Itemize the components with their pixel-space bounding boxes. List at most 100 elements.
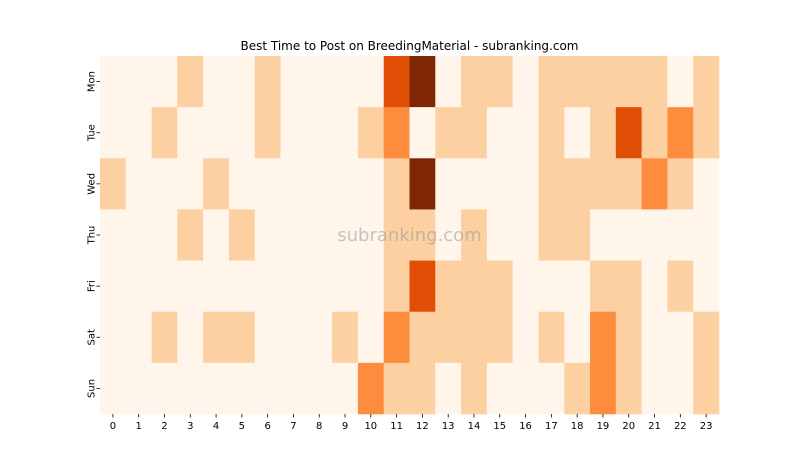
heatmap-cell-fri-15 — [486, 260, 513, 313]
x-tick-label: 10 — [364, 421, 377, 432]
heatmap-cell-wed-10 — [357, 158, 385, 210]
heatmap-cell-tue-14 — [461, 107, 488, 159]
heatmap-cell-thu-17 — [538, 209, 565, 261]
heatmap-cell-tue-1 — [125, 107, 152, 159]
x-tick-label: 1 — [136, 421, 142, 432]
x-tick-label: 7 — [290, 421, 296, 432]
heatmap-cell-sat-22 — [667, 311, 694, 364]
heatmap-cell-sun-0 — [100, 362, 127, 415]
heatmap-cell-wed-20 — [615, 158, 642, 210]
heatmap-cell-wed-0 — [100, 158, 127, 210]
heatmap-cell-mon-12 — [409, 56, 436, 108]
heatmap-cell-fri-18 — [564, 260, 591, 313]
heatmap-cell-thu-0 — [100, 209, 127, 261]
watermark-text: subranking.com — [337, 225, 481, 246]
chart-title: Best Time to Post on BreedingMaterial - … — [241, 39, 579, 53]
heatmap-cell-mon-5 — [228, 56, 256, 108]
heatmap-cell-tue-23 — [693, 107, 720, 159]
x-tick-label: 9 — [342, 421, 348, 432]
heatmap-cell-sat-12 — [409, 311, 436, 364]
heatmap-cell-wed-4 — [203, 158, 230, 210]
heatmap-cell-fri-19 — [590, 260, 617, 313]
heatmap-cell-fri-20 — [615, 260, 642, 313]
heatmap-cell-thu-23 — [693, 209, 720, 261]
heatmap-cell-fri-8 — [306, 260, 333, 313]
heatmap-cell-mon-1 — [125, 56, 152, 108]
heatmap-cell-wed-19 — [590, 158, 617, 210]
x-tick-label: 0 — [110, 421, 116, 432]
heatmap-cell-wed-1 — [125, 158, 152, 210]
heatmap-cell-sat-23 — [693, 311, 720, 364]
x-tick-label: 20 — [622, 421, 635, 432]
heatmap-cell-sat-21 — [641, 311, 668, 364]
x-tick-label: 18 — [571, 421, 584, 432]
heatmap-cell-tue-4 — [203, 107, 230, 159]
heatmap-cell-sun-20 — [615, 362, 642, 415]
heatmap-cell-mon-21 — [641, 56, 668, 108]
heatmap-cell-thu-3 — [177, 209, 204, 261]
x-tick-label: 19 — [597, 421, 610, 432]
heatmap-cell-sun-22 — [667, 362, 694, 415]
heatmap-cell-tue-7 — [280, 107, 307, 159]
x-tick-label: 8 — [316, 421, 322, 432]
heatmap-cell-fri-10 — [357, 260, 385, 313]
heatmap-cell-sun-3 — [177, 362, 204, 415]
heatmap-cell-sat-1 — [125, 311, 152, 364]
x-tick-label: 21 — [648, 421, 661, 432]
heatmap-cell-fri-11 — [383, 260, 410, 313]
heatmap-cell-sun-21 — [641, 362, 668, 415]
heatmap-cell-sun-13 — [435, 362, 462, 415]
heatmap-cell-wed-9 — [332, 158, 359, 210]
heatmap-cell-sun-14 — [461, 362, 488, 415]
heatmap-cell-fri-3 — [177, 260, 204, 313]
heatmap-cell-sat-16 — [512, 311, 539, 364]
heatmap-cell-sat-5 — [228, 311, 256, 364]
heatmap-cell-fri-1 — [125, 260, 152, 313]
heatmap-cell-fri-7 — [280, 260, 307, 313]
x-tick-label: 5 — [239, 421, 245, 432]
heatmap-cell-sat-7 — [280, 311, 307, 364]
x-tick-label: 3 — [187, 421, 193, 432]
y-tick-label: Wed — [87, 173, 98, 195]
heatmap-cell-sat-2 — [151, 311, 178, 364]
heatmap-cell-tue-19 — [590, 107, 617, 159]
heatmap-cell-sat-10 — [357, 311, 385, 364]
heatmap-cell-tue-17 — [538, 107, 565, 159]
y-tick-label: Mon — [87, 71, 98, 92]
heatmap-cell-thu-8 — [306, 209, 333, 261]
heatmap-cell-thu-20 — [615, 209, 642, 261]
heatmap-cell-mon-18 — [564, 56, 591, 108]
heatmap-cell-wed-2 — [151, 158, 178, 210]
heatmap-cell-sun-5 — [228, 362, 256, 415]
heatmap-cell-thu-6 — [254, 209, 281, 261]
heatmap-cell-thu-1 — [125, 209, 152, 261]
x-tick-label: 4 — [213, 421, 219, 432]
heatmap-cell-sun-8 — [306, 362, 333, 415]
heatmap-cell-fri-0 — [100, 260, 127, 313]
heatmap-cell-fri-4 — [203, 260, 230, 313]
heatmap-cell-tue-8 — [306, 107, 333, 159]
heatmap-cell-sat-3 — [177, 311, 204, 364]
heatmap-cell-wed-7 — [280, 158, 307, 210]
x-tick-label: 22 — [674, 421, 687, 432]
heatmap-cell-thu-9 — [332, 209, 359, 261]
heatmap-cell-sun-23 — [693, 362, 720, 415]
heatmap-cell-fri-17 — [538, 260, 565, 313]
heatmap-cell-fri-2 — [151, 260, 178, 313]
y-tick-label: Sat — [87, 329, 98, 345]
heatmap-cell-tue-5 — [228, 107, 256, 159]
heatmap-cell-thu-11 — [383, 209, 410, 261]
heatmap-cell-tue-20 — [615, 107, 642, 159]
heatmap-cell-sun-1 — [125, 362, 152, 415]
heatmap-cell-mon-2 — [151, 56, 178, 108]
heatmap-cell-mon-20 — [615, 56, 642, 108]
heatmap-cell-wed-5 — [228, 158, 256, 210]
heatmap-cell-fri-21 — [641, 260, 668, 313]
y-tick-label: Thu — [87, 226, 98, 246]
heatmap-cell-fri-5 — [228, 260, 256, 313]
heatmap-cell-sat-6 — [254, 311, 281, 364]
heatmap-cell-wed-18 — [564, 158, 591, 210]
heatmap-cell-sat-15 — [486, 311, 513, 364]
